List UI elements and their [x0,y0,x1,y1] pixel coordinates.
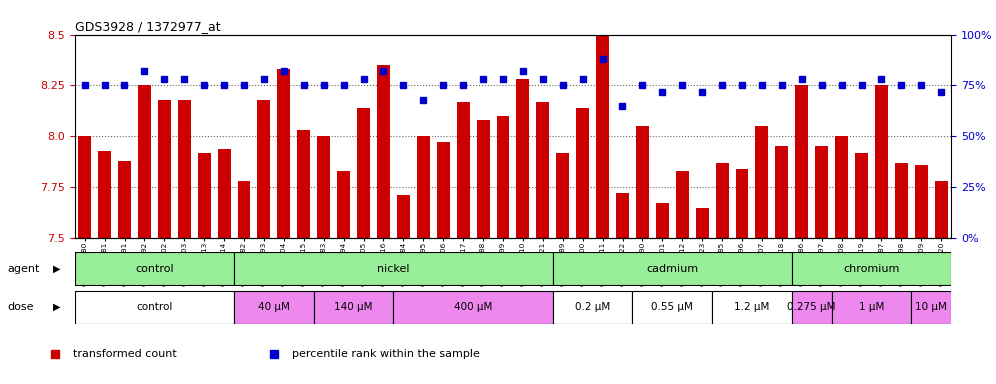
Text: transformed count: transformed count [73,349,176,359]
Bar [576,108,589,238]
Bar [297,130,310,238]
Bar [914,165,927,238]
Bar [516,79,529,238]
Text: 1 μM: 1 μM [859,302,884,312]
Text: GDS3928 / 1372977_at: GDS3928 / 1372977_at [75,20,220,33]
Bar [775,146,788,238]
Bar [553,291,632,324]
Bar [234,291,314,324]
Bar [337,171,350,238]
Text: chromium: chromium [844,264,899,274]
Text: 40 μM: 40 μM [258,302,290,312]
Bar [675,171,688,238]
Bar [792,291,832,324]
Text: control: control [136,302,172,312]
Bar [436,142,449,238]
Bar [376,65,389,238]
Bar [635,126,648,238]
Bar [596,35,609,238]
Bar [934,181,947,238]
Text: control: control [135,264,173,274]
Text: ▶: ▶ [53,302,61,312]
Bar [98,151,111,238]
Bar [197,152,210,238]
Bar [616,193,628,238]
Bar [855,152,868,238]
Bar [217,149,230,238]
Bar [832,291,911,324]
Bar [416,136,429,238]
Bar [456,102,469,238]
Bar [314,291,393,324]
Bar [815,146,828,238]
Bar [75,252,234,285]
Text: 0.275 μM: 0.275 μM [788,302,836,312]
Bar [795,86,808,238]
Bar [655,204,668,238]
Text: 0.55 μM: 0.55 μM [651,302,693,312]
Bar [476,120,489,238]
Bar [632,291,712,324]
Text: nickel: nickel [377,264,409,274]
Bar [911,291,951,324]
Bar [874,86,887,238]
Bar [496,116,509,238]
Text: 1.2 μM: 1.2 μM [734,302,770,312]
Bar [735,169,748,238]
Text: cadmium: cadmium [646,264,698,274]
Bar [357,108,371,238]
Bar [75,291,234,324]
Text: 0.2 μM: 0.2 μM [575,302,611,312]
Bar [553,252,792,285]
Bar [536,102,549,238]
Bar [393,291,553,324]
Bar [277,69,290,238]
Bar [396,195,409,238]
Text: dose: dose [7,302,34,312]
Bar [78,136,91,238]
Text: 140 μM: 140 μM [335,302,373,312]
Bar [234,252,553,285]
Bar [556,152,569,238]
Text: 10 μM: 10 μM [915,302,947,312]
Bar [177,100,191,238]
Bar [118,161,130,238]
Text: percentile rank within the sample: percentile rank within the sample [292,349,480,359]
Bar [257,100,270,238]
Bar [695,207,708,238]
Bar [137,86,151,238]
Bar [792,252,951,285]
Bar [237,181,250,238]
Bar [715,163,729,238]
Bar [712,291,792,324]
Text: ▶: ▶ [53,264,61,274]
Text: agent: agent [7,264,40,274]
Bar [317,136,330,238]
Bar [835,136,848,238]
Bar [894,163,907,238]
Bar [157,100,171,238]
Bar [755,126,768,238]
Text: 400 μM: 400 μM [454,302,492,312]
